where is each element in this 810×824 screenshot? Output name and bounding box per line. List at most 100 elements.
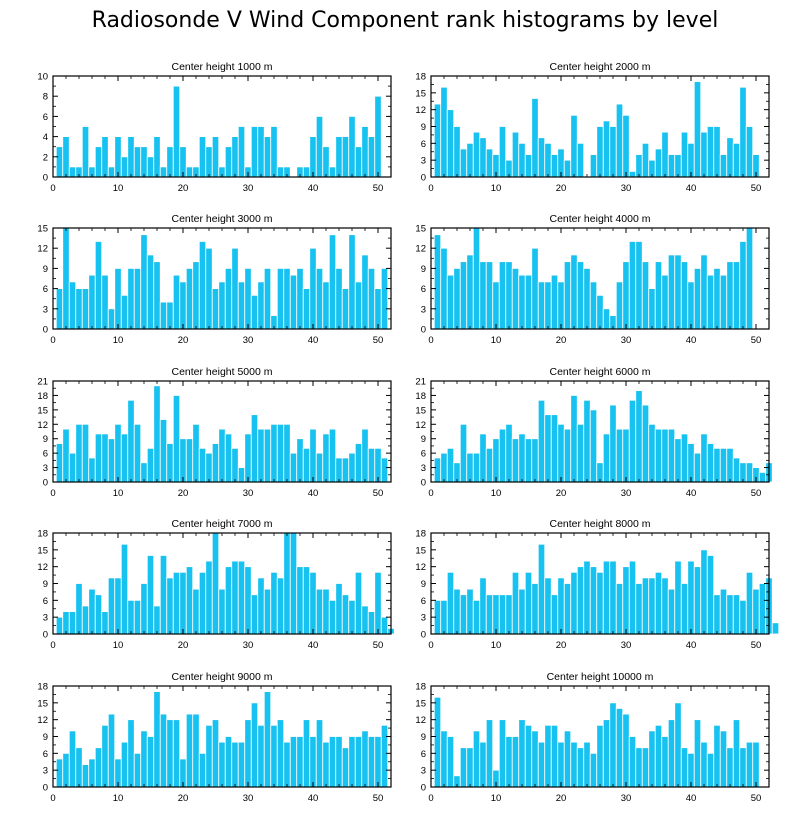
histogram-bar <box>328 428 337 483</box>
histogram-bar <box>107 713 116 788</box>
histogram-bar <box>628 399 637 483</box>
histogram-bar <box>231 560 239 635</box>
histogram-bar <box>302 288 311 330</box>
histogram-bar <box>576 423 585 483</box>
y-tick-label: 6 <box>421 284 426 295</box>
histogram-bar <box>654 428 663 483</box>
histogram-panel: Center height 5000 m 0 3 6 9 12 15 18 21 0 10 20 30 4… <box>37 366 392 499</box>
histogram-bar <box>289 452 298 483</box>
histogram-bar <box>485 594 494 635</box>
x-tick-label: 30 <box>621 488 632 499</box>
histogram-bar <box>211 532 220 635</box>
histogram-bar <box>198 571 207 635</box>
histogram-bar <box>263 267 272 330</box>
y-tick-label: 12 <box>37 562 48 573</box>
histogram-bar <box>224 566 233 635</box>
histogram-bar <box>648 730 656 788</box>
histogram-bar <box>257 577 265 635</box>
histogram-bar <box>706 443 715 483</box>
histogram-bar <box>446 274 455 330</box>
histogram-bar <box>719 447 728 483</box>
histogram-bar <box>680 747 689 788</box>
histogram-bar <box>485 447 494 483</box>
histogram-bar <box>680 261 689 330</box>
histogram-panel: Center height 2000 m 0 3 6 9 12 15 18 0 10 20 30 40 5… <box>415 61 770 194</box>
histogram-bar <box>341 136 350 178</box>
y-tick-label: 3 <box>421 766 426 777</box>
y-tick-label: 15 <box>415 88 426 99</box>
x-tick-label: 0 <box>50 793 55 804</box>
x-tick-label: 10 <box>113 183 124 194</box>
histogram-bar <box>466 747 474 788</box>
y-tick-label: 3 <box>421 156 426 167</box>
histogram-bar <box>518 588 526 635</box>
x-tick-label: 40 <box>308 640 319 651</box>
histogram-bar <box>524 274 533 330</box>
histogram-bar <box>745 571 754 635</box>
histogram-bar <box>498 594 507 635</box>
histogram-bar <box>589 566 598 635</box>
histogram-bar <box>745 741 754 788</box>
y-tick-label: 18 <box>415 682 426 693</box>
histogram-bar <box>563 159 572 178</box>
histogram-bar <box>635 747 643 788</box>
y-tick-label: 18 <box>37 682 48 693</box>
x-tick-label: 0 <box>50 183 55 194</box>
histogram-bar <box>628 241 637 330</box>
x-tick-label: 0 <box>428 488 433 499</box>
histogram-bar <box>153 136 161 178</box>
histogram-bar <box>81 764 90 788</box>
histogram-bar <box>192 713 200 788</box>
histogram-bar <box>231 447 239 483</box>
histogram-bar <box>602 560 611 635</box>
histogram-bar <box>667 428 676 483</box>
x-tick-label: 50 <box>373 488 384 499</box>
x-tick-label: 50 <box>373 335 384 346</box>
histogram-bar <box>81 423 90 483</box>
histogram-bar <box>62 227 70 330</box>
histogram-bar <box>101 724 109 788</box>
histogram-bar <box>661 428 669 483</box>
histogram-bar <box>550 594 559 635</box>
histogram-panel: Center height 9000 m 0 3 6 9 12 15 18 0 10 20 30 40 5… <box>37 671 392 804</box>
y-tick-label: 12 <box>415 420 426 431</box>
histogram-bar <box>335 267 343 330</box>
y-tick-label: 6 <box>43 112 48 123</box>
y-tick-label: 9 <box>421 264 426 275</box>
x-tick-label: 0 <box>50 335 55 346</box>
histogram-bar <box>472 227 481 330</box>
histogram-bar <box>237 741 246 788</box>
histogram-bar <box>81 288 90 330</box>
y-tick-label: 9 <box>421 122 426 133</box>
histogram-bar <box>615 281 624 330</box>
x-tick-label: 20 <box>556 640 567 651</box>
histogram-bar <box>518 719 526 788</box>
histogram-bar <box>354 146 363 178</box>
histogram-bar <box>459 261 468 330</box>
histogram-bar <box>537 399 546 483</box>
histogram-bar <box>127 136 135 178</box>
histogram-bar <box>537 281 546 330</box>
histogram-bar <box>518 274 526 330</box>
histogram-bar <box>654 571 663 635</box>
histogram-bar <box>276 267 285 330</box>
histogram-bar <box>550 154 559 178</box>
histogram-bar <box>589 281 598 330</box>
histogram-bar <box>244 719 252 788</box>
histogram-bar <box>732 142 741 178</box>
histogram-bar <box>531 583 539 635</box>
histogram-bar <box>218 588 226 635</box>
histogram-bar <box>531 438 539 483</box>
x-tick-label: 50 <box>751 793 762 804</box>
histogram-bar <box>107 166 116 178</box>
y-tick-label: 0 <box>43 783 48 794</box>
x-tick-label: 50 <box>751 335 762 346</box>
histogram-bar <box>700 254 708 330</box>
histogram-bar <box>641 142 650 178</box>
histogram-bar <box>635 241 643 330</box>
y-tick-label: 12 <box>37 420 48 431</box>
histogram-bar <box>505 736 513 788</box>
y-tick-label: 6 <box>421 139 426 150</box>
histogram-bar <box>231 136 239 178</box>
histogram-bar <box>68 281 77 330</box>
